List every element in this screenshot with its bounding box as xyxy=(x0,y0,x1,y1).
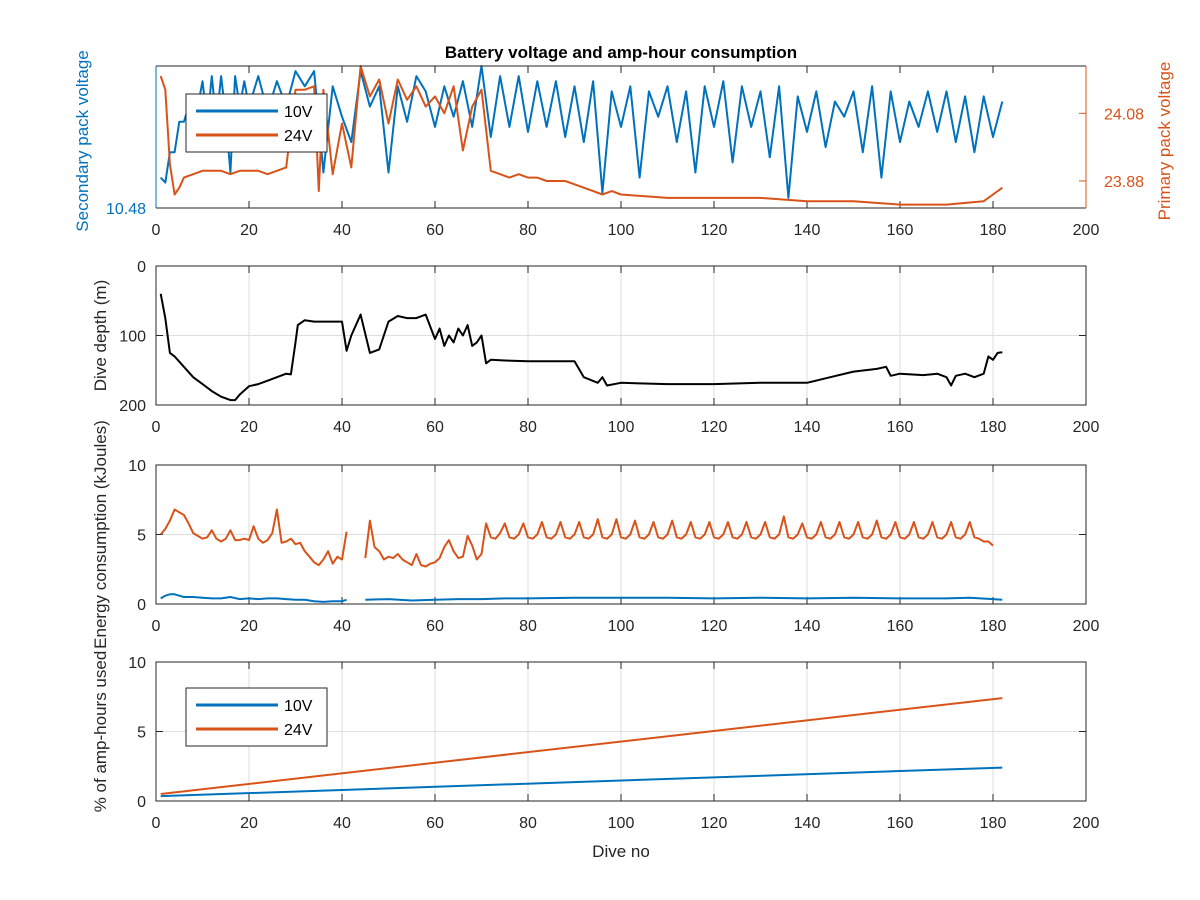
x-tick-label: 160 xyxy=(887,222,914,239)
y-axis-label: Energy consumption (kJoules) xyxy=(91,420,110,649)
x-tick-label: 120 xyxy=(701,419,728,436)
x-tick-label: 80 xyxy=(519,618,537,635)
x-tick-label: 40 xyxy=(333,419,351,436)
x-tick-label: 60 xyxy=(426,222,444,239)
x-tick-label: 160 xyxy=(887,815,914,832)
x-tick-label: 120 xyxy=(701,618,728,635)
series-line-10V xyxy=(365,596,1003,602)
x-tick-label: 100 xyxy=(608,815,635,832)
series-line-10V xyxy=(160,593,347,603)
x-tick-label: 60 xyxy=(426,419,444,436)
series-line-24V xyxy=(159,65,1003,206)
x-tick-label: 0 xyxy=(152,222,161,239)
axes-box xyxy=(155,661,1087,802)
x-tick-label: 200 xyxy=(1073,618,1100,635)
x-tick-label: 0 xyxy=(152,419,161,436)
x-tick-label: 160 xyxy=(887,618,914,635)
y-tick-label: 10 xyxy=(128,458,146,475)
y-axis-label: Dive depth (m) xyxy=(91,280,110,391)
x-axis-label: Dive no xyxy=(592,842,650,861)
series-line xyxy=(159,293,1003,402)
chart-title: Battery voltage and amp-hour consumption xyxy=(445,43,797,62)
x-tick-label: 80 xyxy=(519,815,537,832)
y-tick-label: 100 xyxy=(119,329,146,346)
x-tick-label: 60 xyxy=(426,618,444,635)
x-tick-label: 180 xyxy=(980,815,1007,832)
x-tick-label: 100 xyxy=(608,222,635,239)
y-tick-label: 0 xyxy=(137,259,146,276)
x-tick-label: 0 xyxy=(152,618,161,635)
legend-label: 24V xyxy=(284,722,313,739)
x-tick-label: 40 xyxy=(333,815,351,832)
y-tick-label: 200 xyxy=(119,398,146,415)
x-tick-label: 100 xyxy=(608,419,635,436)
x-tick-label: 200 xyxy=(1073,815,1100,832)
x-tick-label: 120 xyxy=(701,815,728,832)
x-tick-label: 120 xyxy=(701,222,728,239)
series-line-24V xyxy=(159,508,348,567)
legend-label: 10V xyxy=(284,698,313,715)
x-tick-label: 80 xyxy=(519,222,537,239)
x-tick-label: 200 xyxy=(1073,222,1100,239)
y-tick-label-right: 24.08 xyxy=(1104,106,1144,123)
x-tick-label: 100 xyxy=(608,618,635,635)
y-tick-label: 10 xyxy=(128,655,146,672)
x-tick-label: 20 xyxy=(240,815,258,832)
x-tick-label: 60 xyxy=(426,815,444,832)
axes-box xyxy=(155,464,1087,605)
series-line-10V xyxy=(160,766,1003,798)
subplot-4: 0 20 40 60 80 100 120 140 160 180 200 0 5 10 % of amp-… xyxy=(91,651,1099,861)
series-line-24V xyxy=(160,697,1003,795)
axes-box xyxy=(155,265,1087,406)
y-tick-label: 5 xyxy=(137,528,146,545)
y-axis-label-left: Secondary pack voltage xyxy=(73,50,92,231)
x-tick-label: 140 xyxy=(794,618,821,635)
x-tick-label: 180 xyxy=(980,419,1007,436)
y-tick-label: 5 xyxy=(137,725,146,742)
x-tick-label: 20 xyxy=(240,222,258,239)
x-tick-label: 0 xyxy=(152,815,161,832)
x-tick-label: 160 xyxy=(887,419,914,436)
y-tick-label: 0 xyxy=(137,794,146,811)
x-tick-label: 80 xyxy=(519,419,537,436)
x-tick-label: 180 xyxy=(980,222,1007,239)
x-tick-label: 140 xyxy=(794,419,821,436)
x-tick-label: 20 xyxy=(240,618,258,635)
legend-label: 10V xyxy=(284,104,313,121)
series-line-24V xyxy=(364,515,994,568)
y-tick-label: 0 xyxy=(137,597,146,614)
y-axis-label: % of amp-hours used xyxy=(91,651,110,813)
x-tick-label: 40 xyxy=(333,618,351,635)
legend-box xyxy=(185,687,328,747)
x-tick-label: 20 xyxy=(240,419,258,436)
x-tick-label: 200 xyxy=(1073,419,1100,436)
x-tick-label: 140 xyxy=(794,815,821,832)
x-tick-label: 180 xyxy=(980,618,1007,635)
legend-box xyxy=(185,93,328,153)
y-tick-label-left: 10.48 xyxy=(106,201,146,218)
x-tick-label: 40 xyxy=(333,222,351,239)
y-tick-label-right: 23.88 xyxy=(1104,174,1144,191)
x-tick-label: 140 xyxy=(794,222,821,239)
y-axis-label-right: Primary pack voltage xyxy=(1155,62,1174,221)
subplot-2: 0 20 40 60 80 100 120 140 160 180 200 0 100 200 Dive d… xyxy=(91,259,1099,436)
legend-label: 24V xyxy=(284,128,313,145)
subplot-1: 0 20 40 60 80 100 120 140 160 180 200 10.48 23.88 24.… xyxy=(73,43,1174,239)
